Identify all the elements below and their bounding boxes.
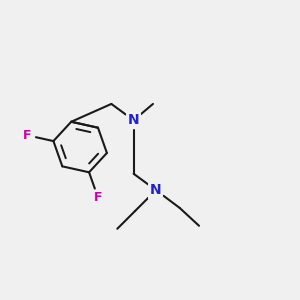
Text: N: N: [150, 183, 162, 197]
Text: F: F: [22, 129, 31, 142]
Text: N: N: [128, 113, 140, 127]
Text: F: F: [94, 191, 102, 204]
